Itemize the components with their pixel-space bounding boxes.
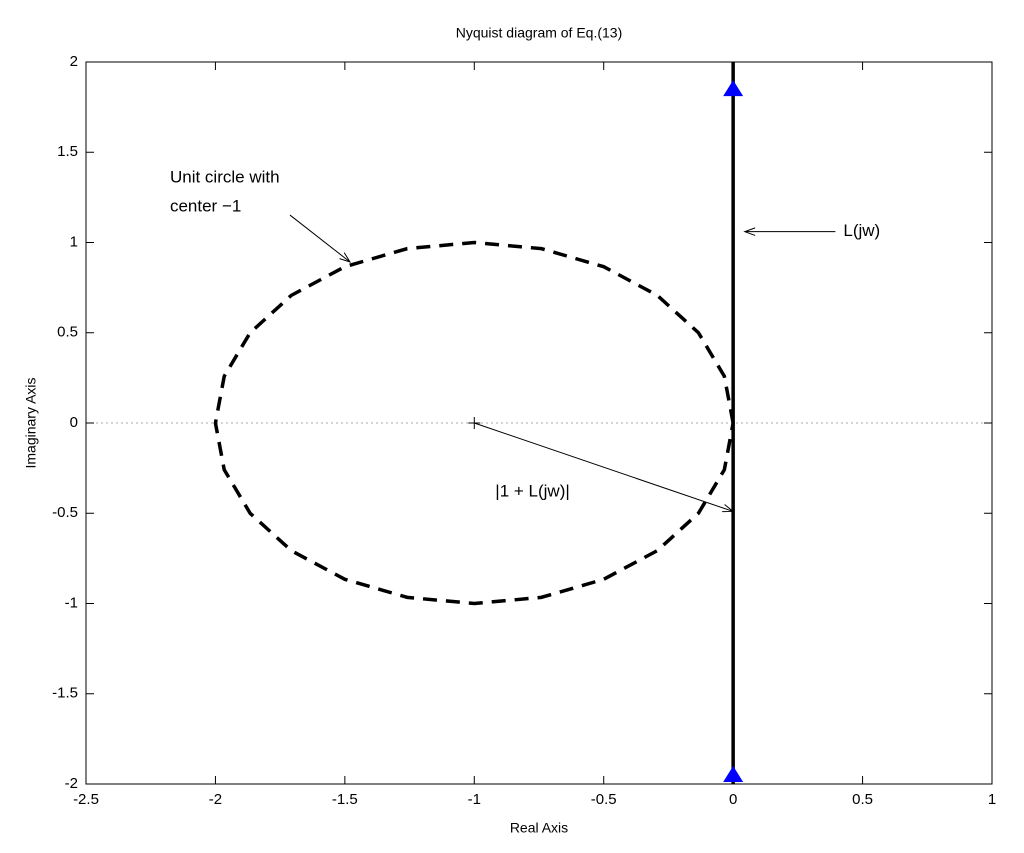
chart-title: Nyquist diagram of Eq.(13) [456,25,623,41]
y-tick-label: 1 [70,233,78,250]
annotation-text: center −1 [170,197,241,216]
y-tick-label: -0.5 [52,504,78,521]
annotation-arrow [743,227,836,236]
x-tick-label: -0.5 [591,791,617,808]
x-tick-label: -1.5 [332,791,358,808]
y-tick-label: 0.5 [57,324,78,341]
x-tick-label: -2 [209,791,222,808]
x-tick-label: 1 [988,791,996,808]
x-axis-label: Real Axis [510,820,568,836]
y-tick-label: -2 [65,775,78,792]
x-tick-label: -2.5 [73,791,99,808]
y-tick-label: 0 [70,414,78,431]
annotation-text: Unit circle with [170,168,280,187]
unit-circle [213,240,735,606]
y-tick-label: 1.5 [57,143,78,160]
annotation-text: |1 + L(jw)| [495,481,570,500]
x-tick-label: -1 [468,791,481,808]
x-tick-label: 0.5 [852,791,873,808]
y-tick-label: 2 [70,53,78,70]
annotation-arrow [289,214,352,263]
direction-marker [723,765,744,782]
plot-frame [85,61,993,785]
annotation-text: L(jw) [843,221,880,240]
x-tick-label: 0 [729,791,737,808]
y-tick-label: -1.5 [52,685,78,702]
y-axis-label: Imaginary Axis [23,377,39,468]
annotation-arrow [474,422,735,513]
direction-marker [723,80,744,97]
y-tick-label: -1 [65,594,78,611]
